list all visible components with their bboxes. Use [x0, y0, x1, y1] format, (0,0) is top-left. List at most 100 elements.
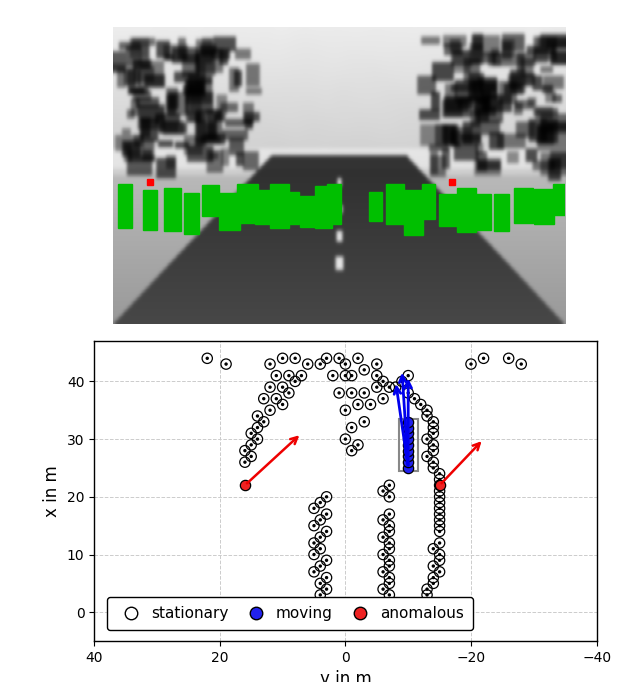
Point [403, 370, 413, 381]
Point [384, 555, 394, 566]
Point [278, 353, 288, 364]
Point [340, 434, 350, 445]
Point [378, 376, 388, 387]
Y-axis label: x in m: x in m [43, 465, 62, 517]
Bar [118, 183, 132, 228]
Point [322, 353, 332, 364]
Point [435, 566, 445, 577]
Point [315, 359, 325, 370]
Point [246, 451, 256, 462]
Point [416, 399, 426, 410]
Point [384, 491, 394, 502]
Point [315, 589, 325, 600]
Point [422, 589, 432, 600]
Bar [475, 194, 492, 230]
Point [290, 353, 300, 364]
Bar [421, 183, 435, 219]
Point [340, 359, 350, 370]
Bar [327, 183, 341, 224]
Point [259, 416, 269, 427]
Point [309, 503, 319, 514]
Point [347, 422, 357, 433]
Point [315, 359, 325, 370]
Point [315, 544, 325, 554]
Point [378, 486, 388, 496]
Point [378, 486, 388, 496]
Point [290, 353, 300, 364]
Point [428, 422, 438, 433]
Point [340, 434, 350, 445]
Point [378, 584, 388, 595]
Point [384, 544, 394, 554]
Point [422, 434, 432, 445]
Point [435, 514, 445, 525]
Point [384, 555, 394, 566]
Point [428, 462, 438, 473]
Point [309, 549, 319, 560]
Bar [440, 194, 460, 226]
Point [422, 584, 432, 595]
Point [246, 439, 256, 450]
Point [315, 578, 325, 589]
Bar [237, 183, 257, 223]
Point [322, 491, 332, 502]
Point [347, 387, 357, 398]
Point [428, 578, 438, 589]
Point [309, 566, 319, 577]
Bar [184, 193, 198, 234]
Point [315, 578, 325, 589]
Point [403, 462, 413, 473]
Bar [399, 419, 418, 471]
Point [391, 382, 401, 393]
Point [278, 353, 288, 364]
Point [422, 451, 432, 462]
Point [372, 382, 382, 393]
Point [252, 422, 263, 433]
Point [309, 520, 319, 531]
Point [384, 382, 394, 393]
Point [340, 405, 350, 416]
Point [416, 399, 426, 410]
Point [315, 497, 325, 508]
Point [435, 520, 445, 531]
Point [422, 405, 432, 416]
Point [466, 359, 476, 370]
Point [435, 491, 445, 502]
Point [284, 370, 294, 381]
Point [221, 359, 231, 370]
Point [315, 532, 325, 543]
Point [359, 364, 369, 375]
Point [384, 537, 394, 548]
Point [435, 480, 445, 491]
Point [384, 589, 394, 600]
Point [202, 353, 212, 364]
Point [353, 399, 363, 410]
Point [372, 359, 382, 370]
Point [359, 364, 369, 375]
Bar [404, 190, 423, 235]
Point [278, 399, 288, 410]
Bar [285, 192, 299, 224]
Point [435, 491, 445, 502]
Point [334, 353, 344, 364]
Point [290, 376, 300, 387]
Point [384, 578, 394, 589]
Bar [300, 196, 318, 227]
Point [322, 555, 332, 566]
Point [435, 503, 445, 514]
Point [504, 353, 514, 364]
Point [315, 589, 325, 600]
Point [378, 394, 388, 404]
Point [303, 359, 313, 370]
Bar [254, 190, 274, 224]
Point [340, 359, 350, 370]
Point [384, 520, 394, 531]
Point [340, 370, 350, 381]
Point [328, 370, 338, 381]
Point [428, 457, 438, 468]
Point [347, 445, 357, 456]
Point [428, 572, 438, 583]
Point [309, 549, 319, 560]
Point [252, 434, 263, 445]
Point [384, 509, 394, 520]
